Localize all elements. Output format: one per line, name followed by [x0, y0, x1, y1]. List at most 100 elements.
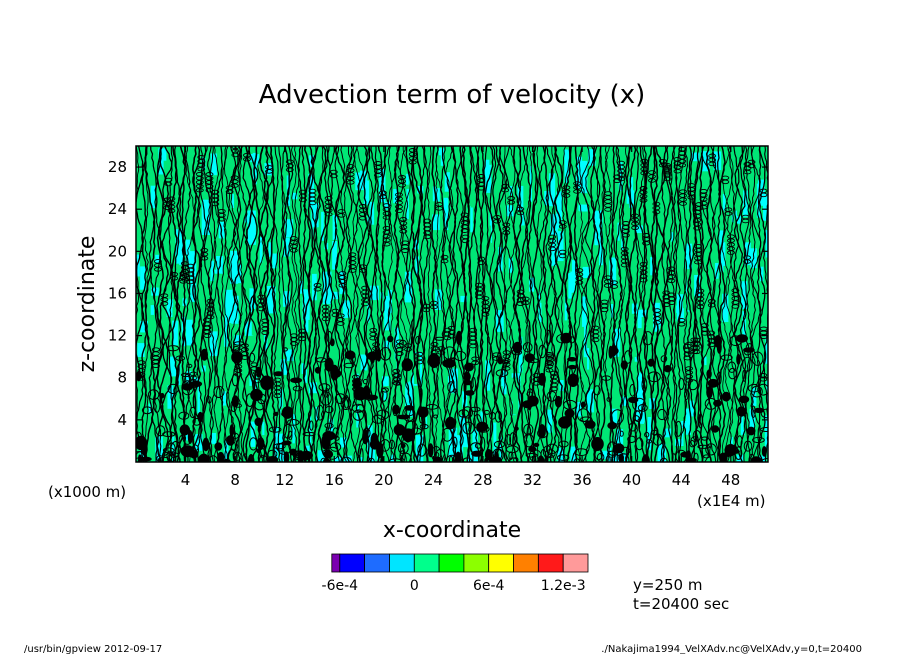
contour-cell [343, 362, 355, 369]
contour-cell [567, 373, 579, 387]
field-patch [196, 347, 201, 358]
contour-cell [254, 417, 263, 427]
contour-cell [477, 186, 486, 191]
contour-cell [506, 434, 512, 446]
contour-cell [526, 358, 540, 364]
contour-cell [760, 408, 768, 419]
contour-cell [167, 383, 179, 395]
contour-cell [652, 433, 664, 446]
field-patch [562, 280, 568, 307]
contour-line [621, 146, 631, 462]
field-patch [186, 371, 192, 386]
field-patch [332, 241, 337, 270]
contour-cell [593, 385, 601, 396]
field-patch [553, 221, 560, 229]
field-patch [621, 224, 624, 250]
field-patch [741, 281, 748, 310]
contour-cell [752, 436, 765, 444]
field-patch [302, 289, 310, 320]
contour-cell [523, 423, 534, 436]
contour-cell [738, 395, 750, 404]
field-patch [384, 295, 391, 331]
contour-cell [545, 368, 554, 373]
y-unit-note: (x1000 m) [48, 483, 126, 501]
contour-cell [546, 361, 555, 367]
field-patch [456, 435, 464, 458]
contour-line [345, 146, 354, 462]
contour-line [489, 146, 497, 462]
field-patch [385, 214, 389, 226]
contour-line [153, 146, 162, 462]
field-patch [360, 314, 363, 344]
field-patch [631, 446, 637, 462]
contour-cell [136, 451, 148, 462]
contour-cell [388, 439, 395, 450]
contour-cell [653, 320, 662, 325]
field-patch [224, 289, 233, 323]
contour-cell [324, 357, 334, 372]
contour-cell [217, 216, 226, 222]
field-patch [432, 369, 440, 380]
contour-cell [417, 443, 427, 457]
field-patch [363, 180, 370, 205]
contour-cell [639, 198, 648, 203]
field-patch [267, 286, 276, 314]
contour-cell [288, 430, 293, 441]
contour-cell [673, 168, 682, 174]
contour-line [181, 146, 187, 462]
contour-cell [425, 404, 439, 410]
contour-cell [136, 435, 148, 451]
field-patch [689, 400, 694, 417]
contour-cell [189, 383, 198, 389]
field-patch [737, 206, 743, 217]
y-tick-label: 28 [108, 158, 127, 176]
contour-cell [287, 419, 300, 426]
field-patch [637, 372, 644, 406]
field-patch [412, 310, 422, 320]
contour-line [618, 146, 628, 462]
contour-cell [736, 406, 747, 417]
field-patch [175, 229, 183, 264]
field-patch [406, 332, 409, 339]
field-patch [406, 173, 409, 185]
contour-cell [594, 448, 603, 461]
field-patch [720, 238, 724, 272]
field-patch [230, 250, 239, 284]
field-patch [764, 415, 768, 450]
field-patch [185, 319, 193, 346]
contour-cell [153, 397, 161, 413]
contour-cell [538, 344, 547, 359]
contour-cell [560, 332, 572, 344]
field-patch [743, 190, 748, 217]
contour-cell [167, 442, 176, 457]
contour-cell [415, 336, 421, 345]
field-patch [476, 266, 483, 291]
field-patch [292, 192, 298, 200]
field-patch [172, 320, 179, 346]
contour-line [434, 146, 440, 462]
contour-cell [234, 360, 243, 365]
field-patch [150, 305, 155, 315]
contour-line [573, 146, 579, 462]
field-patch [619, 352, 624, 360]
contour-cell [170, 276, 179, 281]
contour-cell [230, 183, 239, 188]
contour-cell [574, 448, 589, 457]
field-patch [462, 425, 468, 448]
contour-line [721, 146, 731, 462]
field-patch [151, 407, 160, 436]
contour-cell [151, 359, 160, 364]
contour-line [253, 146, 262, 462]
contour-line [202, 146, 212, 462]
contour-cell [610, 284, 619, 289]
field-patch [413, 279, 417, 307]
field-patch [290, 371, 294, 405]
field-patch [570, 271, 576, 290]
contour-cell [225, 189, 234, 195]
field-patch [610, 304, 614, 318]
contour-line [199, 146, 207, 462]
colorbar-swatch [463, 553, 490, 573]
contour-cell [735, 334, 749, 343]
contour-cell [641, 377, 648, 392]
contour-cell [401, 443, 406, 449]
